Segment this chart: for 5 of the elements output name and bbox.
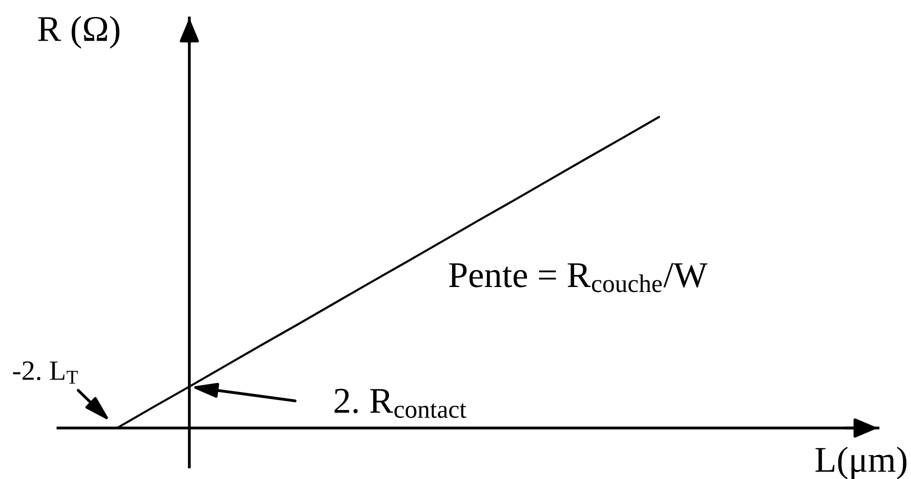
- y-axis-title: R (Ω): [38, 16, 120, 49]
- text: -2. L$_{T}$: [13, 361, 78, 384]
- annotation: 2. R$_{contact}$: [334, 388, 466, 418]
- annotation: Pente = R$_{couche}$/W: [449, 263, 708, 292]
- x-axis-title: L(μm): [816, 446, 906, 479]
